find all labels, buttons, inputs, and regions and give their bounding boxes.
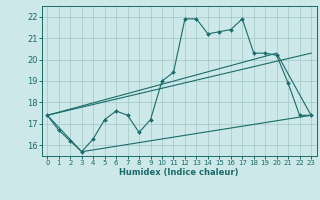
X-axis label: Humidex (Indice chaleur): Humidex (Indice chaleur) xyxy=(119,168,239,177)
